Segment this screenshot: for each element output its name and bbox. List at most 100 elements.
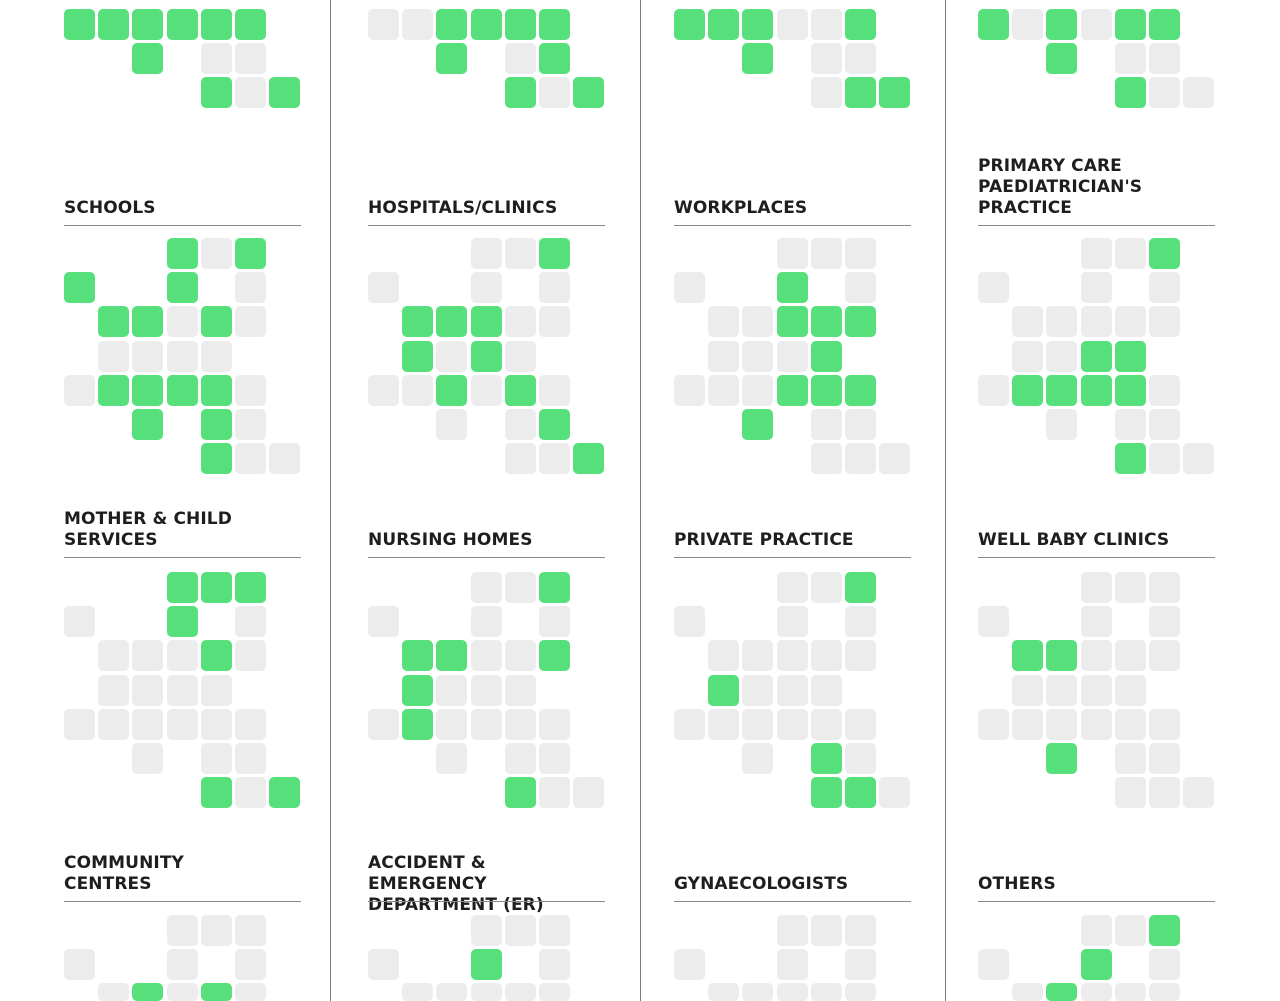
grey-square <box>471 709 502 740</box>
highlighted-square <box>64 272 95 303</box>
highlighted-square <box>1115 375 1146 406</box>
highlighted-square <box>436 306 467 337</box>
grey-square <box>235 949 266 980</box>
highlighted-square <box>436 9 467 40</box>
highlighted-square <box>845 77 876 108</box>
grey-square <box>742 675 773 706</box>
grey-square <box>1081 306 1112 337</box>
grey-square <box>505 409 536 440</box>
grey-square <box>742 709 773 740</box>
grey-square <box>978 709 1009 740</box>
highlighted-square <box>811 743 842 774</box>
grey-square <box>1183 77 1214 108</box>
grey-square <box>505 640 536 671</box>
grey-square <box>167 709 198 740</box>
grey-square <box>436 409 467 440</box>
highlighted-square <box>98 9 129 40</box>
panel-title: PRIMARY CARE PAEDIATRICIAN'S PRACTICE <box>978 156 1143 218</box>
highlighted-square <box>167 272 198 303</box>
grey-square <box>879 443 910 474</box>
highlighted-square <box>402 640 433 671</box>
grey-square <box>505 306 536 337</box>
grey-square <box>64 709 95 740</box>
highlighted-square <box>98 306 129 337</box>
grey-square <box>777 606 808 637</box>
grey-square <box>505 238 536 269</box>
grey-square <box>1012 306 1043 337</box>
grey-square <box>1081 709 1112 740</box>
highlighted-square <box>1115 341 1146 372</box>
grey-square <box>777 983 808 1001</box>
grey-square <box>132 743 163 774</box>
highlighted-square <box>845 306 876 337</box>
grey-square <box>1149 640 1180 671</box>
grey-square <box>505 43 536 74</box>
grey-square <box>1149 743 1180 774</box>
grey-square <box>845 743 876 774</box>
grey-square <box>777 640 808 671</box>
grey-square <box>167 949 198 980</box>
highlighted-square <box>132 306 163 337</box>
grey-square <box>1081 606 1112 637</box>
grey-square <box>1149 409 1180 440</box>
highlighted-square <box>167 238 198 269</box>
panel-underline <box>368 225 605 226</box>
grey-square <box>235 272 266 303</box>
highlighted-square <box>1081 375 1112 406</box>
grey-square <box>1183 443 1214 474</box>
highlighted-square <box>167 572 198 603</box>
grey-square <box>1149 272 1180 303</box>
grey-square <box>811 77 842 108</box>
highlighted-square <box>539 9 570 40</box>
highlighted-square <box>436 640 467 671</box>
highlighted-square <box>1149 9 1180 40</box>
grey-square <box>777 915 808 946</box>
grey-square <box>64 949 95 980</box>
grey-square <box>1115 238 1146 269</box>
grey-square <box>1115 743 1146 774</box>
grey-square <box>471 238 502 269</box>
grey-square <box>436 743 467 774</box>
highlighted-square <box>402 306 433 337</box>
grey-square <box>1081 272 1112 303</box>
panel-underline <box>674 901 911 902</box>
highlighted-square <box>471 949 502 980</box>
grey-square <box>674 949 705 980</box>
highlighted-square <box>132 983 163 1001</box>
highlighted-square <box>471 341 502 372</box>
grey-square <box>811 983 842 1001</box>
highlighted-square <box>539 238 570 269</box>
highlighted-square <box>1046 983 1077 1001</box>
highlighted-square <box>235 238 266 269</box>
grey-square <box>1115 572 1146 603</box>
grey-square <box>811 43 842 74</box>
grey-square <box>98 675 129 706</box>
grey-square <box>811 238 842 269</box>
highlighted-square <box>64 9 95 40</box>
panel-underline <box>978 901 1215 902</box>
grey-square <box>1115 675 1146 706</box>
panel-underline <box>674 225 911 226</box>
highlighted-square <box>539 640 570 671</box>
grey-square <box>674 709 705 740</box>
highlighted-square <box>845 572 876 603</box>
grey-square <box>201 43 232 74</box>
grey-square <box>167 915 198 946</box>
grey-square <box>1115 983 1146 1001</box>
highlighted-square <box>201 9 232 40</box>
grey-square <box>471 675 502 706</box>
highlighted-square <box>98 375 129 406</box>
column-divider <box>945 0 946 1001</box>
grey-square <box>845 709 876 740</box>
highlighted-square <box>1149 915 1180 946</box>
highlighted-square <box>132 43 163 74</box>
highlighted-square <box>201 640 232 671</box>
grey-square <box>98 709 129 740</box>
grey-square <box>201 675 232 706</box>
grey-square <box>777 238 808 269</box>
grey-square <box>708 640 739 671</box>
grey-square <box>505 709 536 740</box>
grey-square <box>742 983 773 1001</box>
grey-square <box>978 949 1009 980</box>
grey-square <box>539 77 570 108</box>
